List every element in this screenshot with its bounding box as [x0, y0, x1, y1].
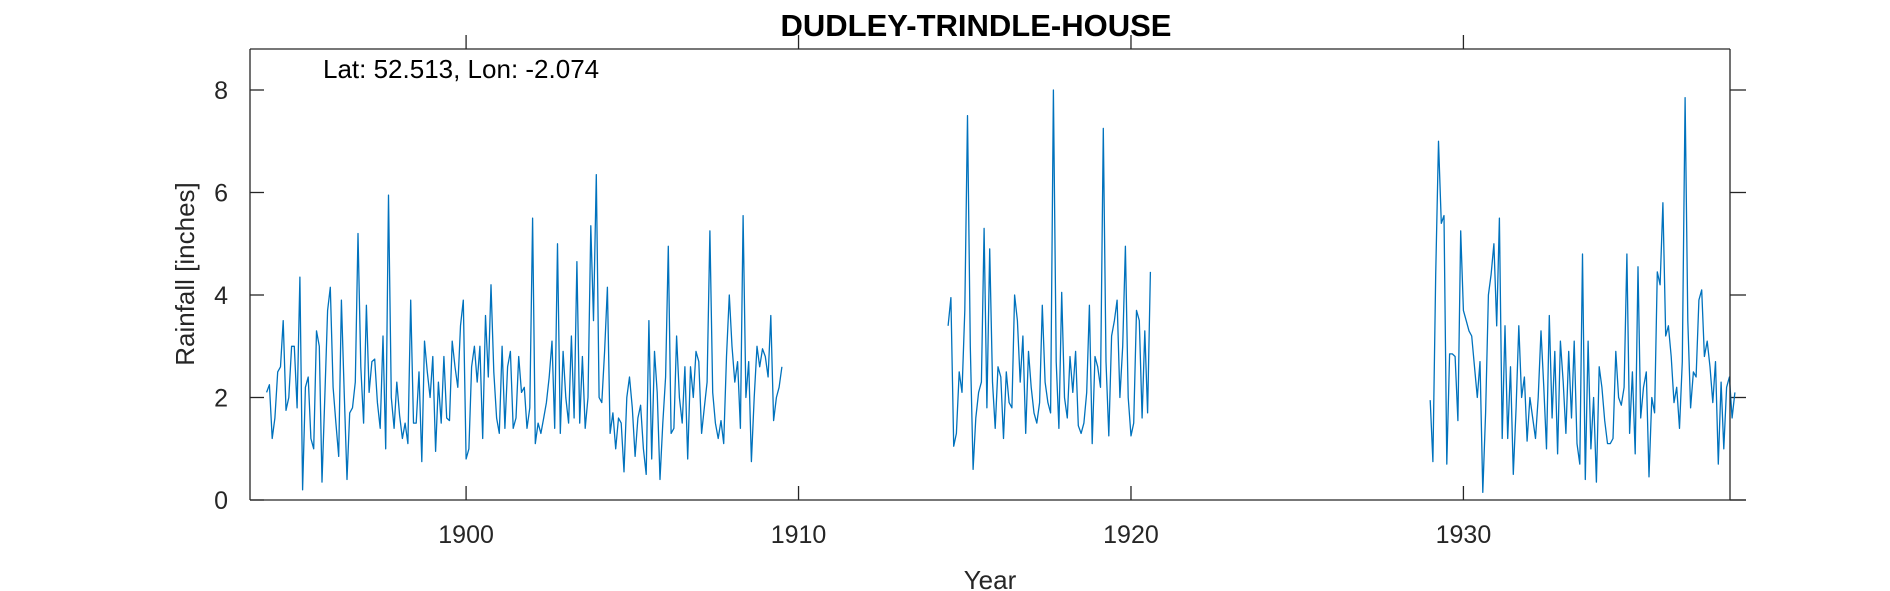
rainfall-line-segment-2	[947, 89, 1152, 470]
x-tick-label: 1920	[1103, 521, 1159, 549]
location-annotation: Lat: 52.513, Lon: -2.074	[323, 54, 599, 84]
rainfall-line-segment-1	[265, 173, 783, 491]
y-tick-label: 6	[214, 180, 228, 208]
chart-title: DUDLEY-TRINDLE-HOUSE	[781, 8, 1172, 43]
x-tick-label: 1900	[438, 521, 494, 549]
axis-tick-labels: 1900 1910 1920 1930 0 2 4 6 8	[214, 77, 1491, 549]
rainfall-line-segment-3	[1429, 97, 1736, 493]
y-tick-label: 4	[214, 282, 228, 310]
data-series	[265, 89, 1736, 493]
x-axis-label: Year	[964, 565, 1017, 591]
x-tick-label: 1930	[1436, 521, 1492, 549]
x-tick-label: 1910	[771, 521, 827, 549]
y-axis-label: Rainfall [inches]	[170, 182, 200, 366]
y-tick-label: 2	[214, 385, 228, 413]
y-tick-label: 8	[214, 77, 228, 105]
y-tick-label: 0	[214, 487, 228, 515]
axis-ticks	[250, 35, 1746, 501]
